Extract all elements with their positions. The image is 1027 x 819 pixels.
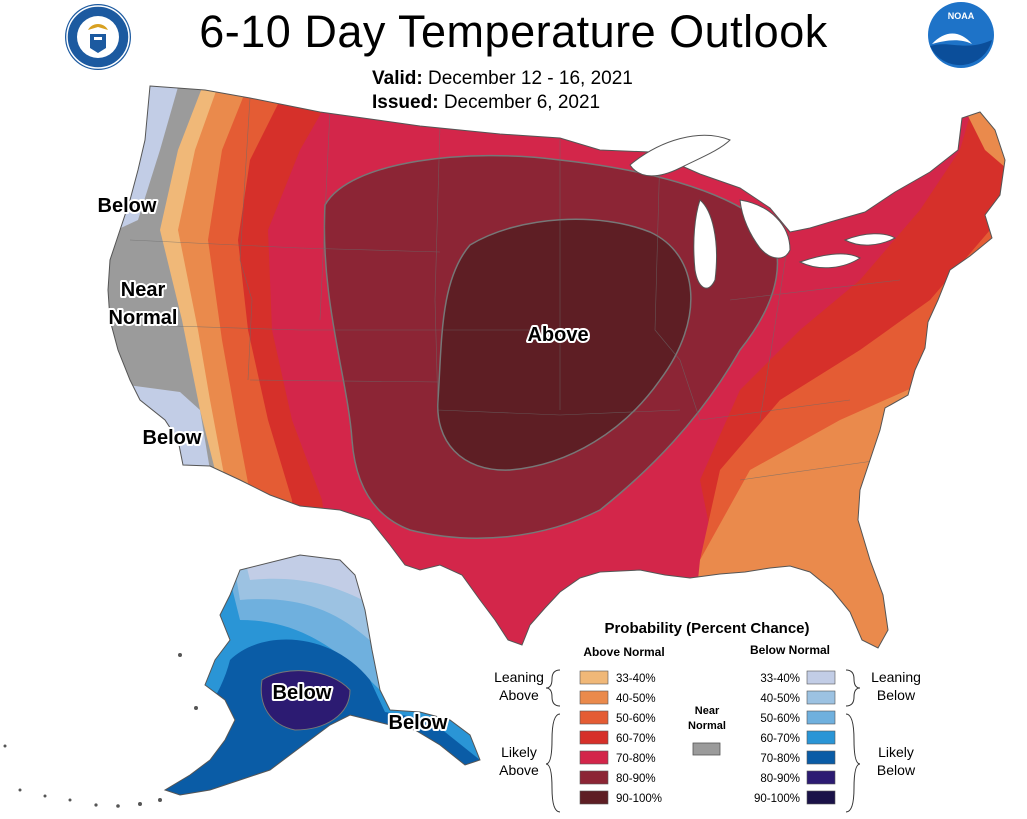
legend-below-swatch-1 bbox=[806, 690, 836, 705]
legend-below-label-6: 90-100% bbox=[754, 793, 800, 805]
legend-below-rows: 33-40% 40-50% 50-60% 60-70% 70-80% 80-90% 90-1… bbox=[754, 670, 836, 805]
legend-below-swatch-0 bbox=[806, 670, 836, 685]
legend-above-swatch-2 bbox=[579, 710, 609, 725]
legend-above-label-4: 70-80% bbox=[616, 753, 656, 765]
label-above-center: Above bbox=[527, 324, 588, 346]
legend-below-header: Below Normal bbox=[750, 643, 830, 657]
legend-below-swatch-5 bbox=[806, 770, 836, 785]
legend-leaning-above-2: Above bbox=[499, 687, 539, 703]
legend-above-label-2: 50-60% bbox=[616, 713, 656, 725]
aleutian-islands bbox=[3, 653, 198, 808]
label-below-se-alaska: Below bbox=[389, 712, 448, 734]
legend-above-label-3: 60-70% bbox=[616, 733, 656, 745]
legend-leaning-below-2: Below bbox=[877, 687, 916, 703]
valid-label: Valid: bbox=[372, 68, 423, 89]
legend: Probability (Percent Chance) Above Norma… bbox=[494, 612, 921, 818]
legend-above-label-0: 33-40% bbox=[616, 673, 656, 685]
legend-above-label-6: 90-100% bbox=[616, 793, 662, 805]
legend-likely-above-1: Likely bbox=[501, 744, 537, 760]
legend-near-header-2: Normal bbox=[688, 720, 726, 732]
issued-label: Issued: bbox=[372, 92, 439, 113]
conus-shading bbox=[108, 86, 1005, 648]
alaska-outline bbox=[163, 554, 481, 796]
legend-above-swatch-0 bbox=[579, 670, 609, 685]
label-near-normal-line2: Normal bbox=[109, 307, 178, 329]
label-below-southwest: Below bbox=[143, 427, 202, 449]
legend-near-header-1: Near bbox=[695, 705, 720, 717]
label-below-alaska: Below bbox=[273, 682, 332, 704]
legend-above-swatch-6 bbox=[579, 790, 609, 805]
label-below-northwest: Below bbox=[98, 195, 157, 217]
legend-above-rows: 33-40% 40-50% 50-60% 60-70% 70-80% 80-90% 90-1… bbox=[579, 670, 662, 805]
legend-above-header: Above Normal bbox=[583, 645, 664, 659]
legend-likely-above-2: Above bbox=[499, 762, 539, 778]
legend-below-swatch-4 bbox=[806, 750, 836, 765]
legend-above-swatch-4 bbox=[579, 750, 609, 765]
legend-above-swatch-1 bbox=[579, 690, 609, 705]
issued-date: Issued: December 6, 2021 bbox=[372, 92, 600, 114]
noaa-logo-icon: NOAA bbox=[928, 2, 994, 68]
map-title: 6-10 Day Temperature Outlook bbox=[199, 6, 828, 57]
commerce-seal-icon bbox=[65, 4, 131, 70]
label-near-normal-line1: Near bbox=[121, 279, 166, 301]
legend-likely-below-1: Likely bbox=[878, 744, 914, 760]
legend-leaning-above-1: Leaning bbox=[494, 669, 544, 685]
alaska-shading bbox=[165, 555, 480, 795]
legend-likely-below-2: Below bbox=[877, 762, 916, 778]
legend-below-swatch-3 bbox=[806, 730, 836, 745]
legend-below-label-2: 50-60% bbox=[760, 713, 800, 725]
legend-below-label-5: 80-90% bbox=[760, 773, 800, 785]
legend-leaning-below-1: Leaning bbox=[871, 669, 921, 685]
legend-braces bbox=[545, 669, 861, 813]
legend-below-swatch-6 bbox=[806, 790, 836, 805]
issued-value: December 6, 2021 bbox=[443, 92, 601, 113]
legend-below-label-4: 70-80% bbox=[760, 753, 800, 765]
valid-dates: Valid: December 12 - 16, 2021 bbox=[372, 68, 633, 90]
legend-above-label-1: 40-50% bbox=[616, 693, 656, 705]
legend-below-label-1: 40-50% bbox=[760, 693, 800, 705]
conus-outline bbox=[107, 85, 1006, 649]
great-lakes bbox=[629, 134, 897, 289]
legend-below-swatch-2 bbox=[806, 710, 836, 725]
legend-below-label-0: 33-40% bbox=[760, 673, 800, 685]
legend-below-label-3: 60-70% bbox=[760, 733, 800, 745]
near-normal-swatch bbox=[692, 742, 721, 756]
valid-value: December 12 - 16, 2021 bbox=[427, 68, 633, 89]
noaa-logo-text: NOAA bbox=[948, 11, 975, 21]
legend-title: Probability (Percent Chance) bbox=[604, 620, 809, 637]
legend-above-swatch-3 bbox=[579, 730, 609, 745]
legend-above-label-5: 80-90% bbox=[616, 773, 656, 785]
legend-above-swatch-5 bbox=[579, 770, 609, 785]
